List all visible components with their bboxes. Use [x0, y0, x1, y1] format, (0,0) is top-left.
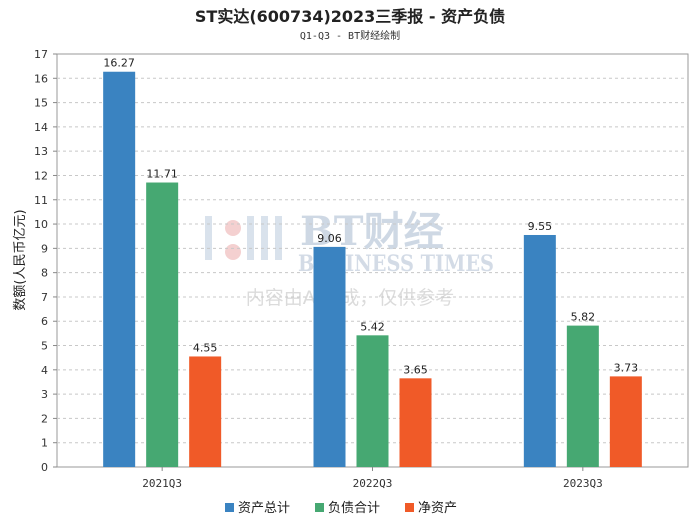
y-tick-label: 4 — [41, 364, 48, 377]
bar — [523, 234, 556, 467]
x-tick-label: 2021Q3 — [142, 477, 182, 490]
data-label: 11.71 — [146, 168, 178, 181]
bar — [189, 356, 222, 467]
y-tick-label: 17 — [34, 48, 48, 61]
legend-swatch — [225, 503, 234, 512]
y-tick-label: 12 — [34, 169, 48, 182]
y-tick-label: 9 — [41, 242, 48, 255]
bar — [399, 378, 432, 467]
bar — [146, 182, 179, 468]
watermark-logo-bar — [247, 216, 254, 260]
y-tick-label: 5 — [41, 340, 48, 353]
data-label: 4.55 — [193, 341, 218, 354]
x-tick-label: 2022Q3 — [353, 477, 393, 490]
watermark-logo-bar — [205, 216, 212, 260]
legend-label: 净资产 — [418, 501, 457, 516]
bar — [566, 325, 599, 467]
bar — [313, 246, 346, 467]
y-tick-label: 1 — [41, 437, 48, 450]
x-tick-label: 2023Q3 — [563, 477, 603, 490]
bars: 16.27 11.71 4.55 9.06 5.42 3.65 9.55 5.82 3.73 — [103, 57, 642, 468]
y-tick-label: 0 — [41, 461, 48, 474]
y-tick-label: 16 — [34, 72, 48, 85]
chart-title: ST实达(600734)2023三季报 - 资产负债 — [195, 7, 505, 26]
legend-swatch — [315, 503, 324, 512]
bar — [356, 335, 389, 467]
y-tick-label: 15 — [34, 97, 48, 110]
data-label: 5.42 — [360, 320, 385, 333]
y-tick-label: 10 — [34, 218, 48, 231]
data-label: 16.27 — [103, 57, 135, 70]
chart-subtitle: Q1-Q3 - BT财经绘制 — [300, 29, 400, 42]
legend-label: 资产总计 — [238, 501, 290, 516]
watermark: BT财经 BUSINESS TIMES 内容由AI生成，仅供参考 — [205, 208, 494, 309]
y-tick-label: 2 — [41, 412, 48, 425]
data-label: 9.55 — [528, 220, 553, 233]
watermark-logo-bar — [275, 216, 282, 260]
y-tick-label: 6 — [41, 315, 48, 328]
y-tick-label: 13 — [34, 145, 48, 158]
watermark-logo-bar — [261, 216, 268, 260]
data-label: 5.82 — [571, 311, 596, 324]
y-tick-label: 14 — [34, 121, 48, 134]
legend-label: 负债合计 — [328, 501, 380, 516]
y-tick-label: 7 — [41, 291, 48, 304]
legend-swatch — [405, 503, 414, 512]
data-label: 9.06 — [317, 232, 342, 245]
y-tick-label: 8 — [41, 267, 48, 280]
watermark-logo-dot — [225, 220, 241, 236]
y-tick-label: 3 — [41, 388, 48, 401]
watermark-notice: 内容由AI生成，仅供参考 — [246, 287, 455, 309]
bar — [609, 376, 642, 467]
bar — [103, 71, 136, 467]
y-axis-label: 数额(人民币亿元) — [13, 209, 28, 310]
y-tick-label: 11 — [34, 194, 48, 207]
data-label: 3.65 — [403, 363, 428, 376]
x-axis: 2021Q3 2022Q3 2023Q3 — [142, 467, 603, 490]
watermark-logo-dot — [225, 244, 241, 260]
legend: 资产总计 负债合计 净资产 — [225, 501, 457, 516]
data-label: 3.73 — [614, 361, 639, 374]
